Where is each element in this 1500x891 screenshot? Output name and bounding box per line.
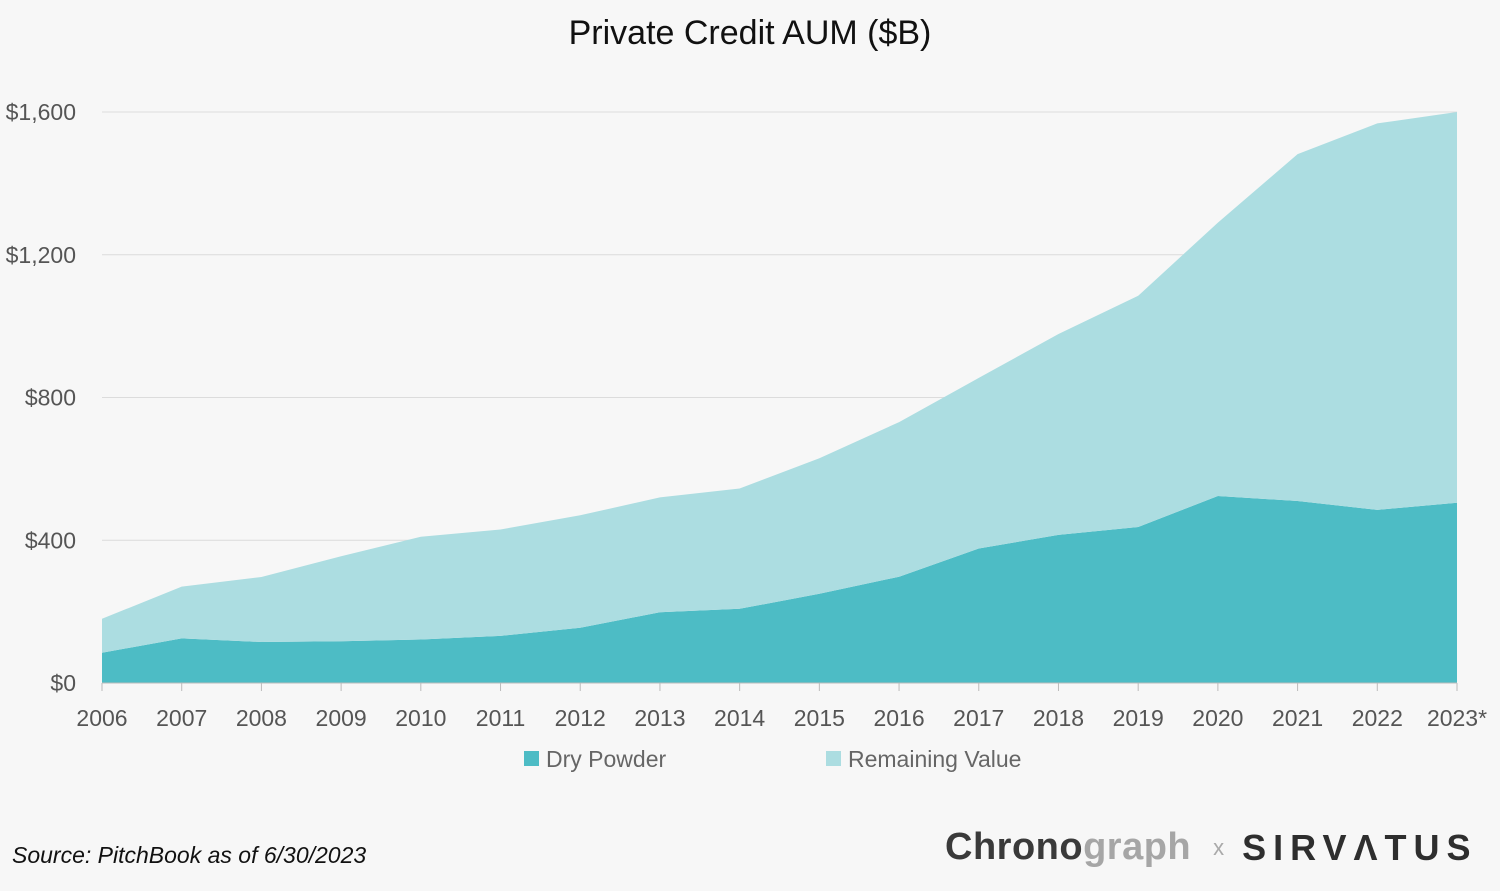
y-tick-label: $800 [25,385,76,411]
x-tick-label: 2007 [156,705,207,731]
x-tick-label: 2015 [794,705,845,731]
legend-label: Dry Powder [546,746,666,772]
legend: Dry Powder Remaining Value [524,746,1021,772]
x-tick-label: 2016 [873,705,924,731]
logo-separator: x [1213,834,1225,860]
legend-swatch [524,751,539,766]
y-axis-ticks: $0 $400 $800 $1,200 $1,600 [6,99,76,696]
x-tick-label: 2010 [395,705,446,731]
y-tick-label: $1,200 [6,242,76,268]
y-tick-label: $400 [25,527,76,553]
x-tick-label: 2017 [953,705,1004,731]
x-tick-label: 2013 [634,705,685,731]
x-tick-label: 2014 [714,705,765,731]
source-note: Source: PitchBook as of 6/30/2023 [12,842,367,868]
brand-logos: Chrono graph x SIRVΛTUS [945,826,1478,869]
x-tick-label: 2012 [555,705,606,731]
x-tick-label: 2021 [1272,705,1323,731]
area-dry-powder [102,496,1457,683]
legend-swatch [826,751,841,766]
x-tick-label: 2023* [1427,705,1487,731]
x-tick-label: 2019 [1113,705,1164,731]
chart-title: Private Credit AUM ($B) [569,14,932,52]
x-tick-label: 2020 [1192,705,1243,731]
chart: Private Credit AUM ($B) $0 $400 $800 $1,200… [6,14,1487,772]
x-tick-label: 2022 [1352,705,1403,731]
x-tick-label: 2018 [1033,705,1084,731]
area-series [102,112,1457,683]
x-tick-label: 2008 [236,705,287,731]
x-tick-label: 2006 [76,705,127,731]
x-axis-ticks: 2006 2007 2008 2009 2010 2011 2012 2013 2014 2015… [76,682,1487,731]
chronograph-logo-part1: Chrono [945,826,1084,868]
x-tick-label: 2009 [316,705,367,731]
sirvatus-logo: SIRVΛTUS [1242,826,1478,868]
chronograph-logo-part2: graph [1083,826,1192,868]
area-remaining-value [102,112,1457,653]
y-tick-label: $0 [50,670,76,696]
x-tick-label: 2011 [476,705,525,731]
legend-label: Remaining Value [848,746,1021,772]
y-tick-label: $1,600 [6,99,76,125]
